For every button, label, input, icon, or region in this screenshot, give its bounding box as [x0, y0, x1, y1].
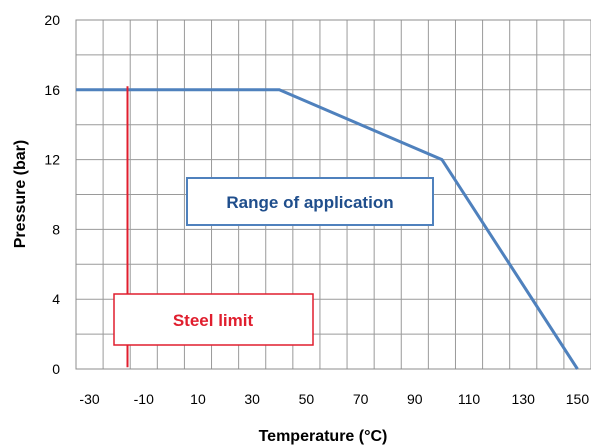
y-tick-label: 8	[52, 221, 60, 237]
x-tick-label: 110	[458, 391, 481, 407]
x-tick-label: 50	[299, 391, 315, 407]
range-of-application-frame	[186, 177, 434, 226]
y-tick-label: 0	[52, 361, 60, 377]
y-tick-label: 20	[44, 12, 60, 28]
x-tick-label: -10	[134, 391, 154, 407]
x-axis-title: Temperature (°C)	[259, 428, 388, 445]
x-tick-label: 130	[512, 391, 536, 407]
range-of-application-box: Range of application	[186, 177, 434, 226]
x-tick-label: 10	[190, 391, 206, 407]
steel-limit-label: Steel limit	[173, 311, 254, 330]
x-tick-label: 90	[407, 391, 423, 407]
plot-frame	[75, 19, 591, 370]
range-of-application-label: Range of application	[226, 193, 393, 212]
y-tick-label: 12	[44, 152, 60, 168]
x-tick-label: 150	[566, 391, 590, 407]
steel-limit-frame	[113, 293, 314, 346]
x-tick-label: -30	[79, 391, 99, 407]
x-tick-label: 30	[244, 391, 260, 407]
steel-limit-box: Steel limit	[113, 293, 314, 346]
tick-labels: 0 4 8 12 16 20 -30 -10 10 30 50 70 90 110 130 150	[44, 12, 589, 407]
x-tick-label: 70	[353, 391, 369, 407]
y-tick-label: 4	[52, 291, 60, 307]
y-axis-title: Pressure (bar)	[12, 140, 29, 249]
application-range-line	[76, 88, 579, 370]
y-tick-label: 16	[44, 82, 60, 98]
annotations: Range of application Steel limit	[113, 177, 434, 346]
